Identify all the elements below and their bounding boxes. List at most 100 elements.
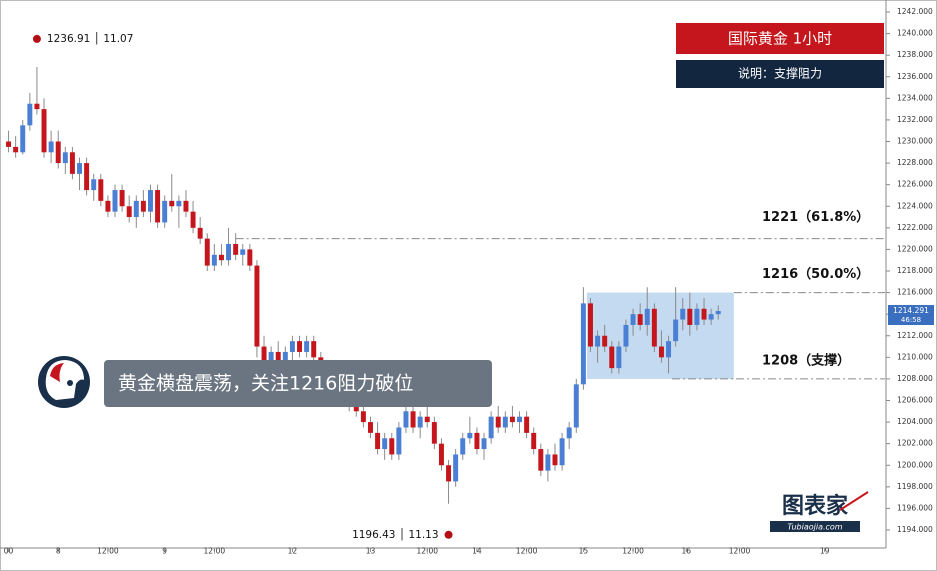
candle-body xyxy=(211,254,217,266)
candle-body xyxy=(382,438,388,450)
y-tick-label: 1228.000 xyxy=(897,158,933,167)
candle-body xyxy=(410,411,416,428)
candle-body xyxy=(368,422,373,433)
extreme-dot xyxy=(444,530,453,539)
candle-body xyxy=(474,432,480,450)
candle-body xyxy=(148,190,153,212)
candle-body xyxy=(105,200,111,212)
x-tick-label: 14 xyxy=(472,547,482,556)
x-tick-label: 8 xyxy=(56,547,61,556)
candle-body xyxy=(69,152,75,174)
y-tick-label: 1220.000 xyxy=(897,244,933,253)
candle-body xyxy=(20,125,26,153)
y-tick-label: 1218.000 xyxy=(897,266,933,275)
brand: 图表家 xyxy=(782,493,849,519)
candle-body xyxy=(55,141,61,164)
banner: 黄金横盘震荡，关注1216阻力破位 xyxy=(118,373,413,395)
candle-body xyxy=(687,308,693,325)
y-tick-label: 1210.000 xyxy=(897,352,933,361)
candle-body xyxy=(708,314,714,320)
level-label: 1221（61.8%） xyxy=(762,209,869,225)
candle-body xyxy=(701,308,707,320)
candle-body xyxy=(119,190,125,207)
y-tick-label: 1216.000 xyxy=(897,288,933,297)
candle-body xyxy=(602,335,608,347)
candle-body xyxy=(27,103,33,126)
candle-body xyxy=(304,341,310,352)
title-box xyxy=(676,23,884,54)
candle-body xyxy=(595,335,601,347)
candle-body xyxy=(375,432,381,450)
x-tick-label: 19 xyxy=(820,547,830,556)
x-tick-label: 16 xyxy=(682,547,692,556)
price-tag-timer: 46:58 xyxy=(901,316,921,324)
candle-body xyxy=(658,346,664,358)
candle-body xyxy=(545,454,551,471)
brand-url: Tubiaojia.com xyxy=(787,523,842,532)
candle-body xyxy=(609,346,615,369)
candle-body xyxy=(694,308,700,325)
candle-body xyxy=(190,211,196,228)
price-tag xyxy=(888,305,934,326)
candle-body xyxy=(524,416,530,433)
candle-body xyxy=(48,141,54,153)
y-tick-label: 1236.000 xyxy=(897,72,933,81)
candle-body xyxy=(240,249,246,255)
extreme-label: 1236.91 │ 11.07 xyxy=(47,32,133,45)
y-tick-label: 1196.000 xyxy=(897,503,933,512)
y-tick-label: 1230.000 xyxy=(897,137,933,146)
candle-body xyxy=(226,244,232,261)
candle-body xyxy=(91,179,97,191)
chart-title: 国际黄金 1小时 xyxy=(728,30,832,48)
y-tick-label: 1202.000 xyxy=(897,439,933,448)
x-tick-label: 12:00 xyxy=(622,547,644,556)
candle-body xyxy=(502,416,508,428)
candle-body xyxy=(98,179,104,201)
y-tick-label: 1232.000 xyxy=(897,115,933,124)
x-tick-label: 12:00 xyxy=(729,547,751,556)
y-tick-label: 1242.000 xyxy=(897,7,933,16)
y-tick-label: 1198.000 xyxy=(897,482,933,491)
candle-body xyxy=(460,438,466,455)
candle-body xyxy=(680,308,686,320)
y-tick-label: 1226.000 xyxy=(897,180,933,189)
candle-body xyxy=(467,432,473,439)
candle-body xyxy=(623,324,629,347)
y-tick-label: 1224.000 xyxy=(897,201,933,210)
candle-body xyxy=(155,190,161,223)
candle-body xyxy=(311,341,317,358)
overlay: 国际黄金 1小时 说明：支撑阻力 黄金横盘震荡，关注1216阻力破位 图表家 T… xyxy=(4,7,934,556)
candle-body xyxy=(197,227,203,239)
candle-body xyxy=(588,303,593,347)
candle-body xyxy=(297,341,302,352)
candle-body xyxy=(261,346,267,369)
candle-body xyxy=(538,449,544,471)
candle-body xyxy=(666,341,672,358)
chart-subtitle: 说明：支撑阻力 xyxy=(738,66,822,81)
candle-body xyxy=(126,206,132,218)
y-tick-label: 1240.000 xyxy=(897,29,933,38)
candle-body xyxy=(176,200,182,207)
y-tick-label: 1234.000 xyxy=(897,93,933,102)
candle-body xyxy=(715,311,721,315)
candle-body xyxy=(13,146,19,153)
x-tick-label: 12 xyxy=(288,547,298,556)
y-tick-label: 1206.000 xyxy=(897,396,933,405)
y-tick-label: 1208.000 xyxy=(897,374,933,383)
candle-body xyxy=(233,244,239,255)
y-tick-label: 1200.000 xyxy=(897,460,933,469)
candle-body xyxy=(247,249,253,266)
y-tick-label: 1222.000 xyxy=(897,223,933,232)
x-tick-label: 12:00 xyxy=(204,547,226,556)
candle-body xyxy=(112,190,118,212)
candle-body xyxy=(140,200,146,212)
candle-body xyxy=(84,163,90,191)
extreme-label: 1196.43 │ 11.13 xyxy=(352,528,438,541)
candle-body xyxy=(651,308,657,347)
candle-body xyxy=(559,438,565,466)
candle-body xyxy=(517,416,522,423)
candle-body xyxy=(403,411,409,428)
candle-body xyxy=(218,254,224,261)
candle-body xyxy=(204,238,210,266)
